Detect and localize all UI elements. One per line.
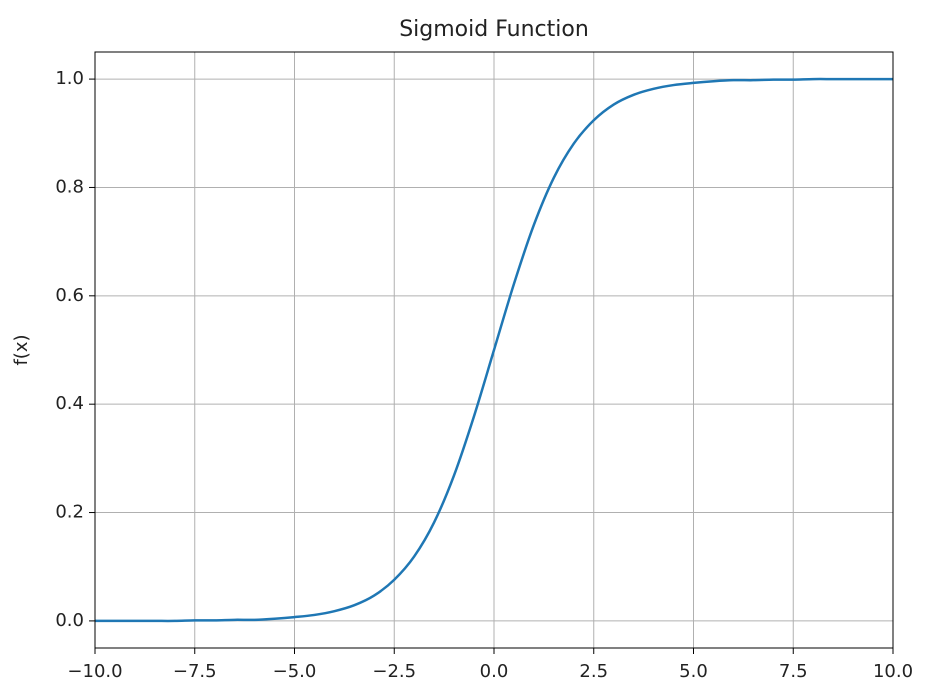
x-tick-label: −10.0 xyxy=(67,661,122,682)
x-tick-label: 5.0 xyxy=(679,661,708,682)
y-tick-label: 1.0 xyxy=(55,68,84,89)
x-tick-label: −2.5 xyxy=(372,661,416,682)
y-tick-label: 0.2 xyxy=(55,502,84,523)
x-tick-label: 2.5 xyxy=(579,661,608,682)
y-axis-label: f(x) xyxy=(11,334,32,365)
x-tick-label: 0.0 xyxy=(480,661,509,682)
y-tick-label: 0.6 xyxy=(55,285,84,306)
data-line xyxy=(94,77,893,623)
y-tick-label: 0.4 xyxy=(55,393,84,414)
chart-title: Sigmoid Function xyxy=(399,17,589,42)
x-tick-label: −7.5 xyxy=(173,661,217,682)
plot-frame xyxy=(94,51,894,649)
y-tick-label: 0.8 xyxy=(55,176,84,197)
x-tick-label: −5.0 xyxy=(273,661,317,682)
y-tick-label: 0.0 xyxy=(55,610,84,631)
x-tick-label: 7.5 xyxy=(779,661,808,682)
x-tick-label: 10.0 xyxy=(873,661,913,682)
